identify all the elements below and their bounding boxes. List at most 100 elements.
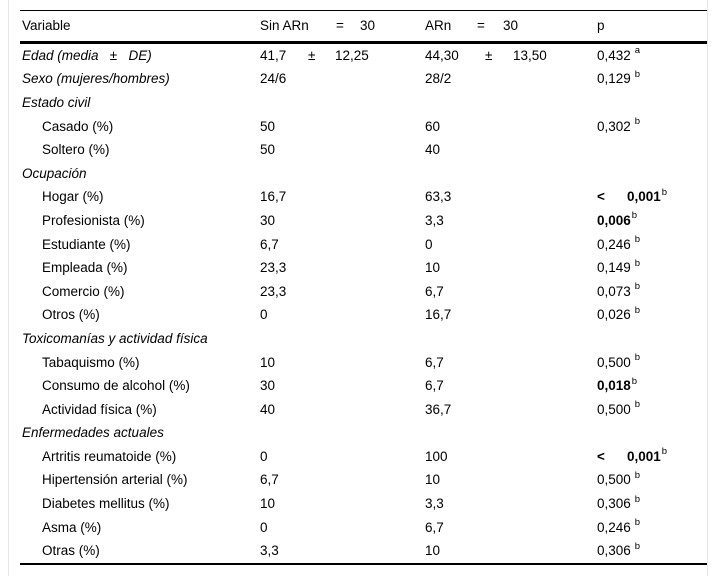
group2-cell: 44,30 — [425, 47, 459, 63]
p-superscript: b — [634, 352, 641, 363]
row-label: Comercio (%) — [42, 283, 125, 299]
table-row: Asma (%) 0 6,7 0,246 b — [20, 516, 707, 540]
table-row: Actividad física (%) 40 36,7 0,500 b — [20, 398, 707, 422]
statistics-table: Variable Sin ARn = 30 ARn = 30 p Edad (m… — [20, 10, 707, 565]
group1-cell: 0 — [260, 519, 268, 535]
row-label: Asma (%) — [42, 519, 102, 535]
p-value: 0,001b — [627, 186, 668, 205]
group1-cell: 10 — [260, 354, 276, 370]
row-label: Estado civil — [22, 94, 91, 110]
p-value: 0,246 b — [597, 517, 641, 535]
page-left-edge-line — [8, 0, 9, 576]
p-superscript: b — [634, 281, 641, 293]
section-row: Toxicomanías y actividad física — [20, 327, 707, 351]
p-superscript: b — [661, 186, 668, 198]
p-superscript: b — [661, 446, 668, 458]
header-variable: Variable — [22, 18, 71, 34]
group1-cell: 3,3 — [260, 543, 279, 559]
group1-cell: 6,7 — [260, 472, 279, 488]
p-value: 0,306 b — [597, 540, 641, 559]
row-label: Diabetes mellitus (%) — [42, 496, 170, 512]
p-value: 0,018b — [597, 375, 638, 394]
p-superscript: b — [634, 304, 641, 316]
p-superscript: b — [631, 375, 638, 387]
p-superscript: b — [634, 116, 641, 128]
table-header-rule — [20, 41, 707, 44]
table-row: Empleada (%) 23,3 10 0,149 b — [20, 256, 707, 280]
p-superscript: b — [634, 540, 641, 552]
row-label: Toxicomanías y actividad física — [22, 330, 208, 346]
row-label: Actividad física (%) — [42, 401, 157, 417]
group1-cell: 41,7 — [260, 47, 287, 63]
row-label: Profesionista (%) — [42, 212, 145, 228]
row-label: Edad (media ± DE) — [22, 47, 152, 63]
group1-cell: 16,7 — [260, 189, 287, 205]
table-row: Consumo de alcohol (%) 30 6,7 0,018b — [20, 374, 707, 398]
row-label: Enfermedades actuales — [22, 425, 164, 441]
group2-cell: 60 — [425, 118, 441, 134]
header-group1-equals: = — [336, 18, 344, 34]
p-superscript: b — [634, 399, 641, 411]
p-value: 0,246 b — [597, 234, 641, 252]
table-row: Artritis reumatoide (%) 0 100 <0,001b — [20, 445, 707, 469]
section-row: Ocupación — [20, 162, 707, 186]
row-label: Soltero (%) — [42, 142, 110, 158]
p-superscript: b — [634, 257, 641, 269]
page-right-edge-line — [707, 0, 708, 576]
group2-cell: 6,7 — [425, 378, 444, 394]
group1-cell: 30 — [260, 378, 276, 394]
group1-cell: 0 — [260, 448, 268, 464]
header-group1-name: Sin ARn — [260, 18, 309, 34]
p-superscript: b — [634, 68, 641, 80]
table-row: Profesionista (%) 30 3,3 0,006b — [20, 209, 707, 233]
p-value: 0,306 b — [597, 493, 641, 512]
row-label: Tabaquismo (%) — [42, 354, 140, 370]
p-value: 0,500 b — [597, 352, 641, 370]
group1-cell: 40 — [260, 401, 276, 417]
row-label: Ocupación — [22, 165, 87, 181]
group1-cell: 30 — [260, 212, 276, 228]
group2-cell: ± — [485, 47, 493, 63]
group1-cell: ± — [308, 47, 316, 63]
p-prefix: < — [597, 448, 605, 464]
row-label: Empleada (%) — [42, 260, 128, 276]
group2-cell: 16,7 — [425, 307, 452, 323]
group1-cell: 10 — [260, 496, 276, 512]
group2-cell: 63,3 — [425, 189, 452, 205]
p-superscript: b — [634, 493, 641, 505]
row-label: Casado (%) — [42, 118, 114, 134]
table-row: Hipertensión arterial (%) 6,7 10 0,500 b — [20, 468, 707, 492]
row-label: Consumo de alcohol (%) — [42, 378, 190, 394]
group2-cell: 36,7 — [425, 401, 452, 417]
table-row: Otros (%) 0 16,7 0,026 b — [20, 303, 707, 327]
group1-cell: 12,25 — [335, 47, 369, 63]
table-row: Tabaquismo (%) 10 6,7 0,500 b — [20, 351, 707, 375]
group1-cell: 6,7 — [260, 236, 279, 252]
table-row: Comercio (%) 23,3 6,7 0,073 b — [20, 280, 707, 304]
table-row: Diabetes mellitus (%) 10 3,3 0,306 b — [20, 492, 707, 516]
group2-cell: 100 — [425, 448, 448, 464]
p-value: 0,432 a — [597, 45, 641, 63]
group2-cell: 6,7 — [425, 519, 444, 535]
p-value: 0,500 b — [597, 399, 641, 417]
header-group2-name: ARn — [425, 18, 452, 34]
group2-cell: 6,7 — [425, 283, 444, 299]
table-bottom-rule — [20, 562, 707, 565]
row-label: Artritis reumatoide (%) — [42, 448, 177, 464]
group2-cell: 10 — [425, 472, 441, 488]
table-header-row: Variable Sin ARn = 30 ARn = 30 p — [20, 11, 707, 41]
header-group2-n: 30 — [503, 18, 519, 34]
table-row: Hogar (%) 16,7 63,3 <0,001b — [20, 185, 707, 209]
table-top-rule — [20, 10, 707, 12]
group2-cell: 13,50 — [513, 47, 547, 63]
table-row: Soltero (%) 50 40 — [20, 138, 707, 162]
p-superscript: b — [634, 234, 641, 246]
table-row: Edad (media ± DE) 41,7 ±12,25 44,30 ±13,50 0,… — [20, 44, 707, 68]
table-row: Otras (%) 3,3 10 0,306 b — [20, 539, 707, 563]
group2-cell: 10 — [425, 260, 441, 276]
row-label: Hogar (%) — [42, 189, 104, 205]
p-superscript: b — [634, 469, 641, 481]
group1-cell: 23,3 — [260, 283, 287, 299]
p-value: 0,026 b — [597, 304, 641, 323]
row-label: Otros (%) — [42, 307, 100, 323]
